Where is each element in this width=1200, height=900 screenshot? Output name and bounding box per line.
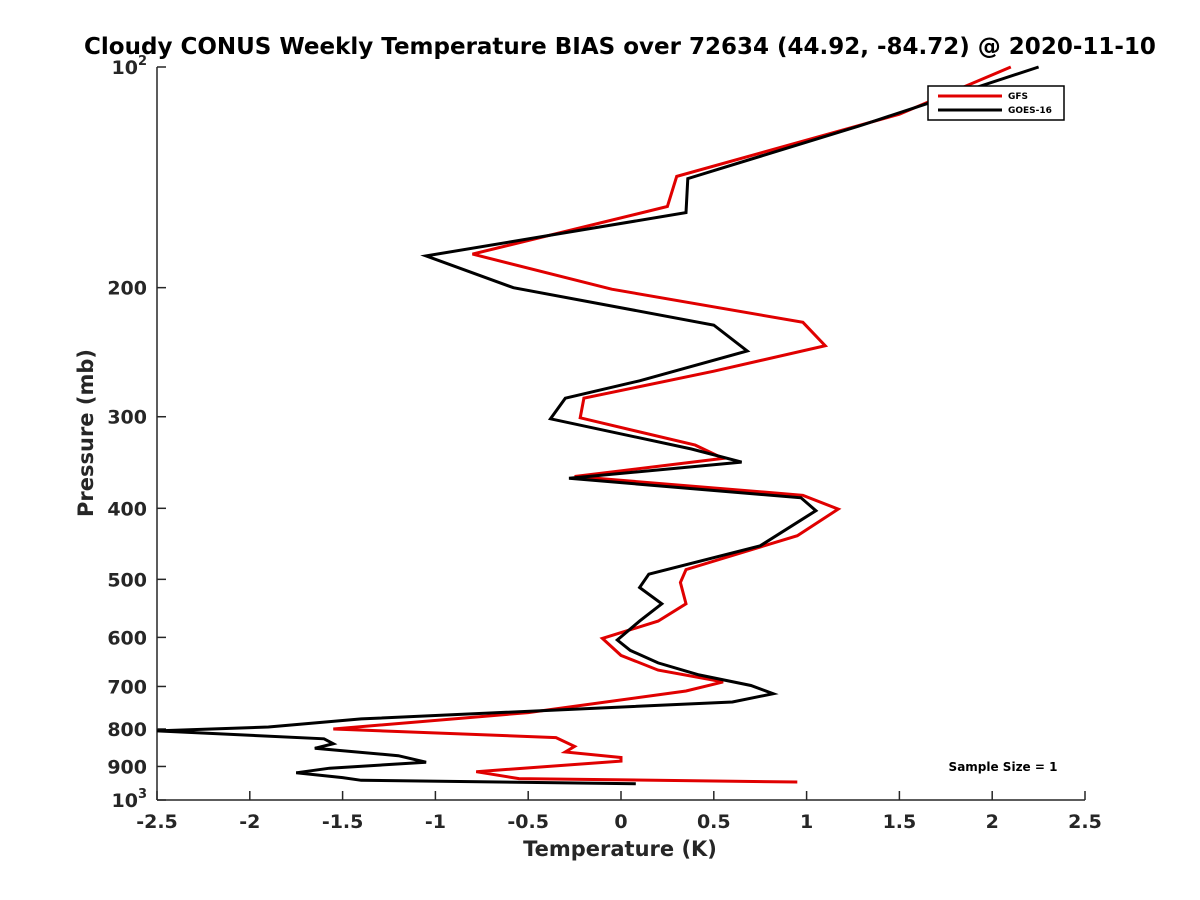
y-axis-label: Pressure (mb) [74, 349, 98, 517]
legend-label: GOES-16 [1008, 106, 1052, 116]
series-line-gfs [333, 65, 1012, 784]
x-tick-label: 1 [800, 811, 813, 833]
y-tick-label: 103 [112, 787, 148, 812]
x-axis-label: Temperature (K) [523, 837, 717, 861]
y-tick-label: 900 [107, 756, 147, 778]
y-tick-label: 102 [112, 54, 148, 79]
x-tick-label: -0.5 [507, 811, 549, 833]
x-tick-label: -1 [425, 811, 446, 833]
y-tick-label: 200 [107, 278, 147, 300]
series-line-goes-16 [156, 65, 1040, 786]
y-tick-label: 600 [107, 627, 147, 649]
y-tick-label: 300 [107, 407, 147, 429]
legend-box [927, 85, 1065, 121]
x-tick-label: -1.5 [322, 811, 364, 833]
y-tick-label: 800 [107, 719, 147, 741]
x-tick-label: 2.5 [1068, 811, 1102, 833]
y-axis-ticks: 102 200 300 400 500 600 700 800 900 103 [107, 54, 166, 812]
x-axis-ticks: -2.5 -2 -1.5 -1 -0.5 0 0.5 1 1.5 2 2.5 [136, 791, 1102, 833]
legend-label: GFS [1008, 92, 1028, 102]
x-tick-label: 0 [614, 811, 627, 833]
x-tick-label: 0.5 [697, 811, 731, 833]
y-tick-label: 400 [107, 498, 147, 520]
x-tick-label: 1.5 [883, 811, 917, 833]
x-tick-label: -2 [239, 811, 260, 833]
y-tick-label: 500 [107, 569, 147, 591]
legend: GFS GOES-16 [927, 85, 1065, 121]
sample-size-note: Sample Size = 1 [949, 760, 1058, 774]
x-tick-label: 2 [986, 811, 999, 833]
x-tick-label: -2.5 [136, 811, 178, 833]
chart-title: Cloudy CONUS Weekly Temperature BIAS ove… [84, 34, 1156, 60]
series-layer [156, 65, 1040, 786]
y-tick-label: 700 [107, 676, 147, 698]
